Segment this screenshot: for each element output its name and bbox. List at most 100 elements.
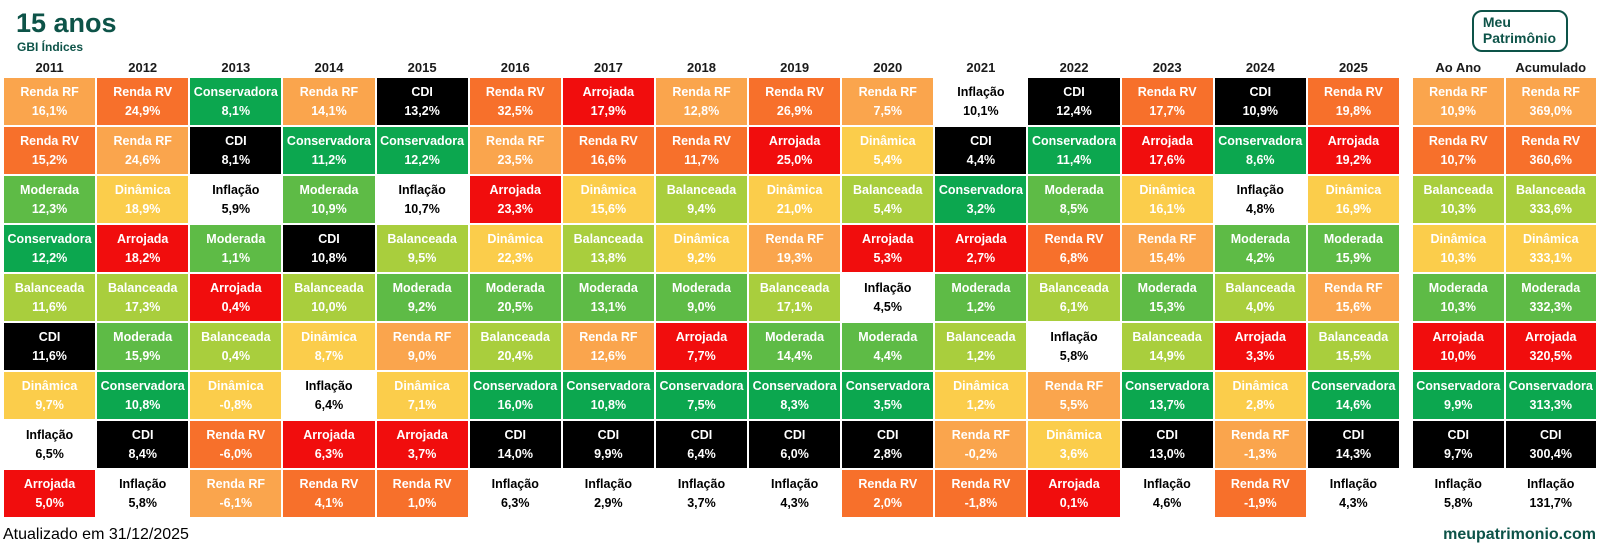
return-cell: Balanceada 14,9%	[1121, 323, 1213, 370]
return-value: 5,5%	[1059, 398, 1089, 412]
return-value: 18,2%	[124, 251, 161, 265]
return-cell: Dinâmica 16,9%	[1307, 176, 1399, 223]
return-cell: Inflação 5,8%	[1413, 470, 1504, 517]
return-cell: Balanceada 15,5%	[1307, 323, 1399, 370]
return-value: -0,8%	[219, 398, 253, 412]
asset-class-label: Moderada	[113, 329, 173, 344]
return-cell: Conservadora 313,3%	[1505, 372, 1596, 419]
return-value: 10,9%	[311, 202, 347, 216]
return-cell: Arrojada 10,0%	[1413, 323, 1504, 370]
return-cell: Arrojada 320,5%	[1505, 323, 1596, 370]
asset-class-label: Renda RF	[672, 84, 731, 99]
asset-class-label: Renda RF	[1231, 427, 1290, 442]
return-cell: Renda RV 11,7%	[655, 127, 748, 174]
asset-class-label: Balanceada	[759, 280, 830, 295]
return-cell: Balanceada 13,8%	[562, 225, 654, 272]
return-cell: Balanceada 10,0%	[283, 274, 375, 321]
return-value: 10,3%	[1440, 300, 1476, 314]
return-cell: Inflação 131,7%	[1505, 470, 1596, 517]
return-cell: Dinâmica 22,3%	[469, 225, 561, 272]
return-cell: Moderada 4,4%	[842, 323, 934, 370]
asset-class-label: Balanceada	[1039, 280, 1109, 295]
asset-class-label: Inflação	[677, 476, 726, 491]
return-cell: Arrojada 5,0%	[4, 470, 96, 517]
asset-class-label: Balanceada	[666, 182, 737, 197]
return-cell: Inflação 6,4%	[283, 372, 375, 419]
asset-class-label: Arrojada	[582, 84, 635, 99]
return-cell: CDI 14,3%	[1307, 421, 1399, 468]
return-value: 13,1%	[590, 300, 627, 314]
return-value: 6,8%	[1059, 251, 1089, 265]
return-cell: Conservadora 11,4%	[1028, 127, 1120, 174]
return-value: 16,6%	[590, 153, 627, 167]
return-cell: Arrojada 0,1%	[1028, 470, 1120, 517]
return-value: 10,3%	[1440, 202, 1476, 216]
return-cell: Dinâmica 16,1%	[1121, 176, 1213, 223]
return-value: 13,8%	[590, 251, 627, 265]
return-value: 13,7%	[1149, 398, 1185, 412]
return-value: 5,8%	[1444, 496, 1473, 510]
asset-class-label: CDI	[1156, 427, 1178, 442]
return-value: 15,9%	[1335, 251, 1372, 265]
return-cell: Dinâmica 21,0%	[749, 176, 841, 223]
return-value: 10,9%	[1242, 104, 1279, 118]
asset-class-label: Dinâmica	[1325, 182, 1382, 197]
column-header-2024: 2024	[1245, 59, 1275, 75]
asset-class-label: Conservadora	[845, 378, 930, 393]
return-cell: Balanceada 10,3%	[1413, 176, 1504, 223]
return-cell: Renda RF 10,9%	[1413, 78, 1504, 125]
return-cell: Renda RF 24,6%	[97, 127, 189, 174]
asset-class-label: Inflação	[212, 182, 260, 197]
return-value: 1,2%	[966, 349, 996, 363]
return-value: -1,3%	[1243, 447, 1277, 461]
asset-class-label: Dinâmica	[208, 378, 264, 393]
return-cell: Renda RV 32,5%	[469, 78, 561, 125]
return-value: 10,3%	[1440, 251, 1476, 265]
return-cell: Inflação 4,8%	[1214, 176, 1306, 223]
asset-class-label: Renda RV	[578, 133, 638, 148]
asset-class-label: Renda RV	[485, 84, 545, 99]
return-value: 8,7%	[314, 349, 344, 363]
asset-class-label: Inflação	[584, 476, 632, 491]
return-cell: Arrojada 7,7%	[655, 323, 748, 370]
asset-class-label: Inflação	[1236, 182, 1284, 197]
return-value: 16,1%	[31, 104, 68, 118]
asset-class-label: Arrojada	[1432, 329, 1484, 344]
asset-class-label: Dinâmica	[673, 231, 730, 246]
return-cell: Moderada 15,3%	[1121, 274, 1213, 321]
asset-class-label: Conservadora	[193, 84, 278, 99]
asset-class-label: Conservadora	[1031, 133, 1117, 148]
asset-class-label: Arrojada	[116, 231, 169, 246]
return-cell: Balanceada 1,2%	[935, 323, 1027, 370]
return-cell: Inflação 5,9%	[190, 176, 282, 223]
return-value: 10,0%	[1440, 349, 1476, 363]
return-value: 360,6%	[1529, 153, 1572, 167]
return-cell: Conservadora 11,2%	[283, 127, 375, 174]
return-cell: Inflação 4,3%	[1307, 470, 1399, 517]
return-value: 11,4%	[1056, 153, 1092, 167]
return-cell: Renda RV 17,7%	[1121, 78, 1213, 125]
asset-class-label: Conservadora	[1508, 378, 1593, 393]
return-value: 15,2%	[31, 153, 68, 167]
return-value: -0,2%	[964, 447, 998, 461]
column-header-2012: 2012	[128, 59, 158, 75]
asset-class-label: CDI	[411, 84, 433, 99]
return-value: 0,1%	[1059, 496, 1089, 510]
return-cell: Renda RF 9,0%	[376, 323, 468, 370]
return-cell: CDI 13,0%	[1121, 421, 1213, 468]
asset-class-label: Renda RF	[299, 84, 359, 99]
asset-class-label: Moderada	[20, 182, 80, 197]
return-cell: Balanceada 17,1%	[749, 274, 841, 321]
return-value: 0,4%	[221, 349, 251, 363]
return-value: 8,4%	[128, 447, 157, 461]
return-value: 8,3%	[780, 398, 809, 412]
asset-class-label: Dinâmica	[394, 378, 450, 393]
return-value: 3,5%	[873, 398, 903, 412]
asset-class-label: Conservadora	[1218, 133, 1303, 148]
return-value: 15,6%	[590, 202, 627, 216]
asset-class-label: Renda RF	[1137, 231, 1197, 246]
return-cell: Renda RV 19,8%	[1307, 78, 1399, 125]
asset-class-label: Renda RV	[951, 476, 1011, 491]
return-cell: Arrojada 19,2%	[1307, 127, 1399, 174]
